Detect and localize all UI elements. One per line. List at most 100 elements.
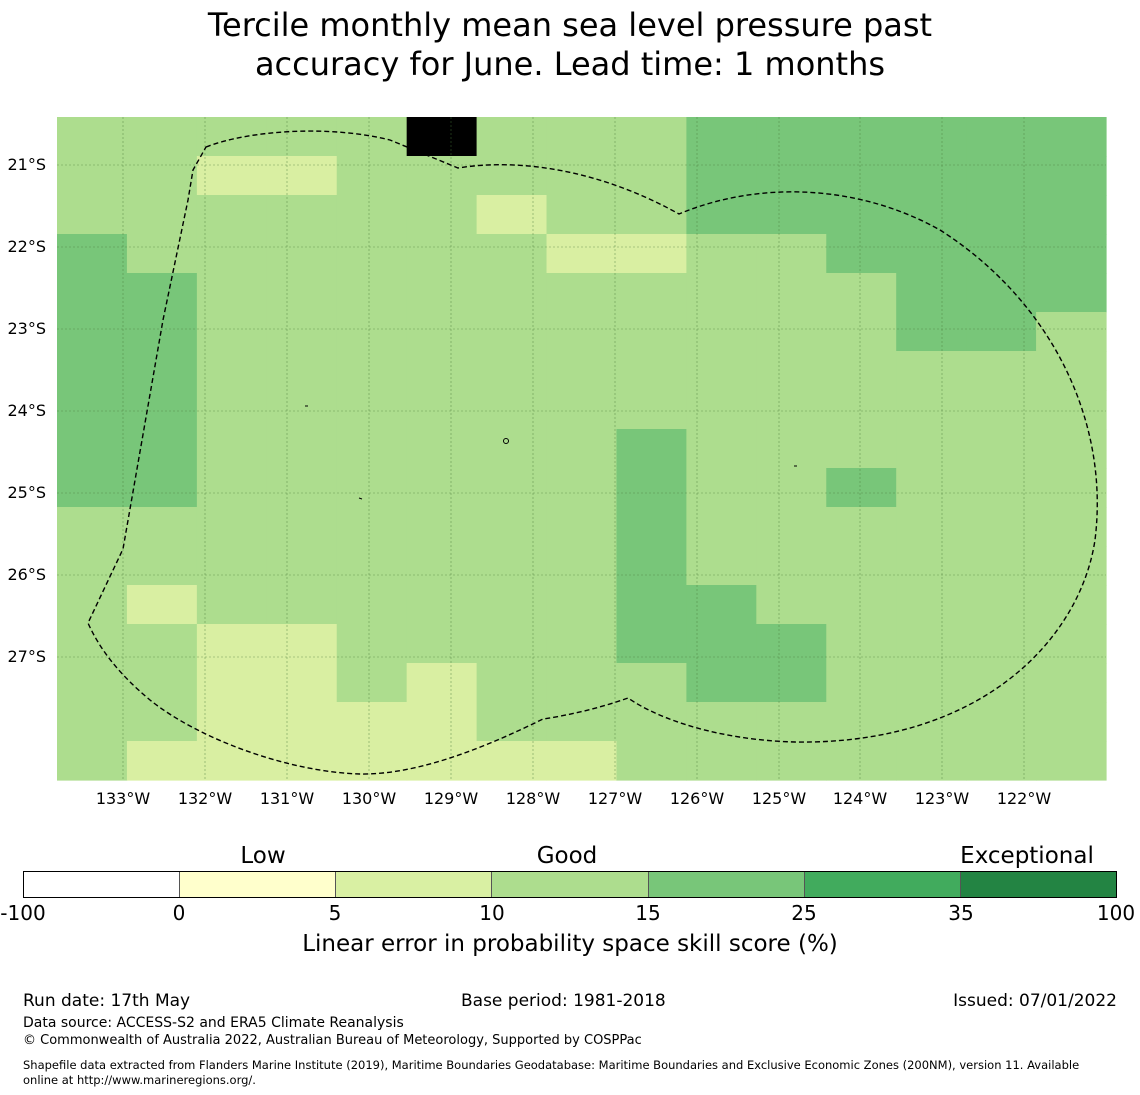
skill-cell (756, 312, 827, 352)
skill-cell (966, 234, 1037, 274)
skill-cell (126, 546, 198, 586)
skill-cell (1036, 546, 1107, 586)
skill-cell (1036, 273, 1107, 313)
skill-cell (196, 156, 268, 196)
skill-cell (336, 507, 408, 547)
skill-cell (616, 312, 687, 352)
skill-cell (756, 546, 827, 586)
run-date: Run date: 17th May (23, 991, 191, 1011)
skill-cell (336, 468, 408, 508)
skill-cell (126, 195, 198, 235)
skill-cell (57, 273, 128, 313)
skill-cell (686, 390, 757, 430)
skill-cell (266, 624, 338, 664)
skill-cell (336, 702, 408, 742)
lon-label: 125°W (751, 789, 807, 808)
skill-cell (896, 507, 967, 547)
colorbar (23, 871, 1117, 898)
skill-cell (896, 312, 967, 352)
map-gridlines (57, 117, 1106, 780)
skill-cell (616, 273, 687, 313)
skill-cell (196, 663, 268, 703)
skill-cell (336, 156, 408, 196)
skill-cell (826, 741, 897, 781)
skill-cell (966, 585, 1037, 625)
skill-cell (57, 429, 128, 469)
skill-cell (966, 624, 1037, 664)
skill-cell (336, 429, 408, 469)
skill-cell (896, 546, 967, 586)
copyright: © Commonwealth of Australia 2022, Austra… (23, 1033, 642, 1048)
lat-label: 23°S (7, 319, 46, 338)
skill-cell (686, 702, 757, 742)
skill-cell (966, 546, 1037, 586)
lat-label: 25°S (7, 483, 46, 502)
skill-cell (686, 234, 757, 274)
skill-cell (57, 624, 128, 664)
skill-cell (966, 117, 1037, 157)
skill-cell (266, 429, 338, 469)
skill-cell (686, 312, 757, 352)
colorbar-tick: 15 (635, 901, 661, 925)
category-good: Good (536, 843, 598, 869)
colorbar-segment (492, 872, 649, 897)
skill-cell (266, 273, 338, 313)
skill-cell (336, 195, 408, 235)
skill-cell (476, 312, 548, 352)
skill-cell (196, 273, 268, 313)
skill-cell (546, 234, 618, 274)
skill-cell (126, 702, 198, 742)
skill-cell (476, 624, 548, 664)
skill-cell (57, 117, 128, 157)
skill-cell (126, 468, 198, 508)
skill-cell (406, 702, 478, 742)
skill-cell (57, 234, 128, 274)
skill-cell (896, 351, 967, 391)
skill-cell (57, 468, 128, 508)
skill-cell (1036, 663, 1107, 703)
skill-cell (966, 702, 1037, 742)
skill-cell (196, 117, 268, 157)
skill-cell (126, 312, 198, 352)
skill-cell (406, 273, 478, 313)
skill-cell (476, 741, 548, 781)
lon-label: 123°W (914, 789, 970, 808)
skill-cell (686, 468, 757, 508)
skill-cell (826, 546, 897, 586)
title-line-2: accuracy for June. Lead time: 1 months (254, 45, 886, 83)
skill-cell (616, 234, 687, 274)
skill-cell (57, 351, 128, 391)
skill-cell (896, 117, 967, 157)
skill-cell (266, 468, 338, 508)
skill-cell (57, 663, 128, 703)
lon-label: 128°W (505, 789, 561, 808)
skill-cell (336, 312, 408, 352)
skill-cell (616, 585, 687, 625)
skill-cell (546, 390, 618, 430)
skill-cell (966, 429, 1037, 469)
colorbar-segment (960, 872, 1116, 897)
skill-cell (126, 624, 198, 664)
skill-cell (196, 546, 268, 586)
island-marker (358, 497, 363, 500)
skill-cell (826, 468, 897, 508)
skill-cell (196, 702, 268, 742)
skill-cell (616, 741, 687, 781)
skill-cell (126, 741, 198, 781)
skill-cell (826, 429, 897, 469)
skill-cell (686, 195, 757, 235)
skill-cell (686, 663, 757, 703)
skill-cell (476, 390, 548, 430)
skill-cell (756, 351, 827, 391)
colorbar-tick: 100 (1096, 901, 1136, 925)
skill-cell (476, 546, 548, 586)
skill-cell (336, 234, 408, 274)
skill-cell (966, 663, 1037, 703)
skill-cell (336, 624, 408, 664)
skill-cell (57, 195, 128, 235)
category-exceptional: Exceptional (960, 843, 1094, 869)
skill-cell (476, 156, 548, 196)
skill-cell (406, 468, 478, 508)
skill-cell (756, 429, 827, 469)
skill-cell (896, 624, 967, 664)
